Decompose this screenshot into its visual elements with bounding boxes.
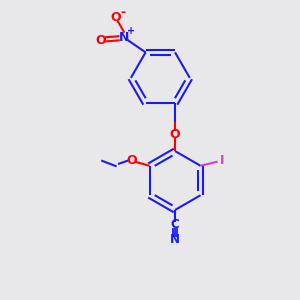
Text: N: N xyxy=(119,31,130,44)
Text: O: O xyxy=(111,11,122,24)
Text: I: I xyxy=(220,154,224,167)
Text: O: O xyxy=(95,34,106,47)
Text: O: O xyxy=(170,128,180,141)
Text: N: N xyxy=(170,233,180,247)
Text: O: O xyxy=(127,154,137,167)
Text: +: + xyxy=(127,26,135,36)
Text: C: C xyxy=(171,218,179,231)
Text: -: - xyxy=(120,6,125,19)
